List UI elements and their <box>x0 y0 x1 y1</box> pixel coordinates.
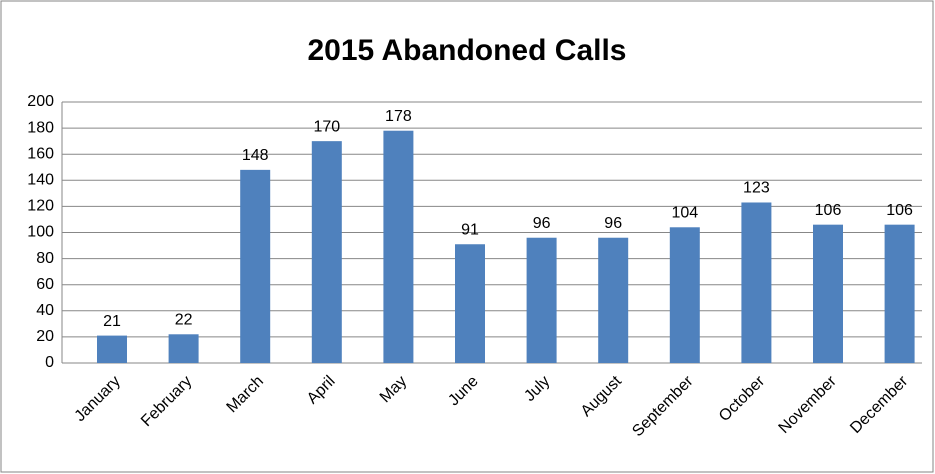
y-tick-label: 20 <box>36 328 54 345</box>
y-tick-label: 180 <box>27 119 54 136</box>
y-tick-label: 0 <box>45 354 54 371</box>
bar <box>741 202 772 363</box>
y-tick-label: 120 <box>27 198 54 215</box>
y-tick-label: 80 <box>36 250 54 267</box>
bar <box>813 224 843 363</box>
data-label: 96 <box>533 215 551 232</box>
bar <box>598 237 629 363</box>
data-label: 106 <box>886 202 913 219</box>
data-label: 106 <box>815 202 842 219</box>
bar <box>240 169 271 363</box>
bar <box>311 141 342 363</box>
data-label: 104 <box>671 204 698 221</box>
bar <box>526 237 557 363</box>
bar <box>884 224 915 363</box>
data-label: 178 <box>385 108 412 125</box>
bar <box>455 244 485 363</box>
bar <box>168 334 199 363</box>
chart-title: 2015 Abandoned Calls <box>308 34 627 67</box>
data-label: 21 <box>103 313 121 330</box>
data-label: 123 <box>743 180 770 197</box>
data-label: 148 <box>242 147 269 164</box>
y-tick-label: 140 <box>27 172 54 189</box>
data-label: 91 <box>461 221 479 238</box>
data-label: 22 <box>175 312 193 329</box>
y-tick-label: 160 <box>27 145 54 162</box>
data-label: 96 <box>604 215 622 232</box>
y-tick-label: 100 <box>27 224 54 241</box>
bar <box>383 130 414 363</box>
y-tick-label: 60 <box>36 276 54 293</box>
data-label: 170 <box>313 118 340 135</box>
y-tick-label: 200 <box>27 93 54 110</box>
bar <box>669 227 700 363</box>
y-tick-label: 40 <box>36 302 54 319</box>
bar <box>97 335 127 363</box>
